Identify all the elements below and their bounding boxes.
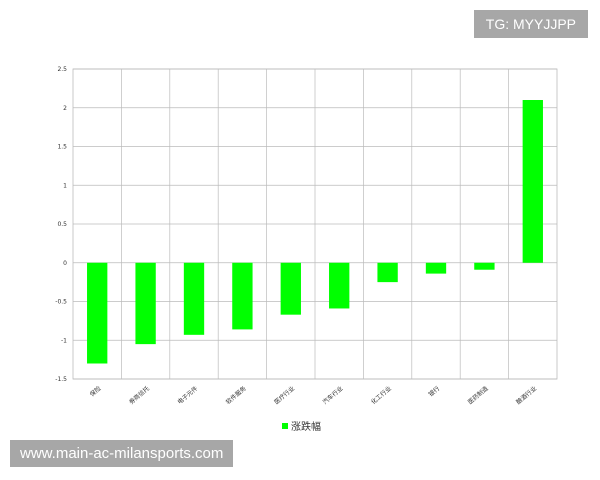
grid-layer (72, 68, 558, 380)
bar-layer (87, 100, 543, 364)
axis-layer: -1.5 -1 -0.5 0 0.5 1 1.5 2 2.5 保险 券商信托 电子元件 软件服务 医疗行业… (55, 66, 538, 406)
bar (522, 100, 543, 263)
x-tick-label: 酿酒行业 (515, 384, 539, 406)
bar (474, 262, 495, 270)
legend: 涨跌幅 (282, 420, 321, 433)
x-tick-label: 汽车行业 (321, 384, 345, 406)
x-tick-label: 医药制造 (466, 384, 490, 406)
y-tick-label: -1 (61, 337, 67, 344)
y-tick-label: 1.5 (57, 144, 67, 151)
y-tick-label: 2.5 (57, 66, 67, 73)
x-tick-label: 医疗行业 (273, 384, 297, 406)
bar (280, 262, 301, 315)
bar (183, 262, 205, 335)
bar (329, 262, 350, 309)
y-tick-label: -0.5 (55, 299, 67, 306)
bar (425, 262, 447, 274)
y-tick-label: 0.5 (57, 221, 67, 228)
x-tick-label: 电子元件 (176, 384, 200, 406)
legend-swatch (282, 423, 288, 429)
bar (135, 262, 156, 345)
y-tick-label: 1 (63, 182, 67, 189)
watermark-url: www.main-ac-milansports.com (10, 440, 234, 467)
watermark-tag: TG: MYYJJPP (473, 10, 588, 38)
y-tick-label: 2 (63, 105, 67, 112)
x-tick-label: 银行 (427, 384, 441, 398)
bar (232, 262, 253, 330)
y-tick-label: -1.5 (55, 376, 67, 383)
x-tick-label: 保险 (88, 384, 102, 398)
bar (377, 262, 398, 283)
x-tick-label: 软件服务 (224, 384, 248, 406)
x-tick-label: 券商信托 (127, 384, 151, 406)
y-tick-label: 0 (63, 260, 67, 267)
x-tick-label: 化工行业 (369, 384, 393, 406)
bar (87, 262, 108, 364)
legend-label: 涨跌幅 (291, 420, 321, 433)
